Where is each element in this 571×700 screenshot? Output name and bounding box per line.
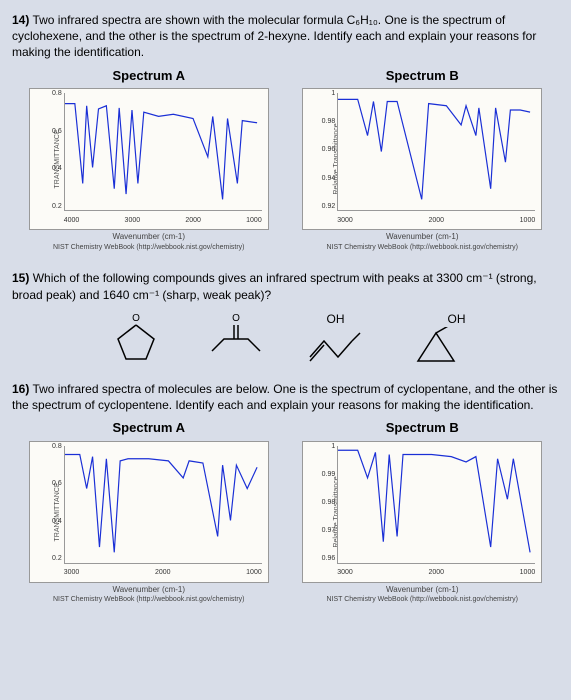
question-15: 15) Which of the following compounds giv… bbox=[12, 270, 559, 362]
y-ticks: 1 0.99 0.98 0.97 0.96 bbox=[317, 442, 335, 564]
molecule-row: O O OH OH bbox=[12, 311, 559, 363]
source: NIST Chemistry WebBook (http://webbook.n… bbox=[29, 243, 269, 252]
ytick: 0.6 bbox=[44, 127, 62, 136]
xtick: 1000 bbox=[520, 216, 536, 225]
ytick: 0.4 bbox=[44, 164, 62, 173]
q16-number: 16) bbox=[12, 382, 29, 396]
xtick: 3000 bbox=[64, 568, 80, 577]
ytick: 0.6 bbox=[44, 479, 62, 488]
xtick: 2000 bbox=[428, 568, 444, 577]
ytick: 0.96 bbox=[317, 554, 335, 563]
q16-spectrum-b: Spectrum B Relative Transmittance 1 0.99… bbox=[302, 419, 542, 605]
spec-box: TRANSMITTANCE 0.8 0.6 0.4 0.2 3000 2000 … bbox=[29, 441, 269, 583]
svg-text:O: O bbox=[132, 313, 140, 324]
xtick: 2000 bbox=[185, 216, 201, 225]
y-ticks: 0.8 0.6 0.4 0.2 bbox=[44, 89, 62, 211]
spec-box: TRANSMITTANCE 0.8 0.6 0.4 0.2 4000 3000 … bbox=[29, 88, 269, 230]
trace bbox=[338, 99, 530, 199]
q16-spectrum-a: Spectrum A TRANSMITTANCE 0.8 0.6 0.4 0.2… bbox=[29, 419, 269, 605]
ytick: 1 bbox=[317, 442, 335, 451]
ytick: 0.97 bbox=[317, 526, 335, 535]
xlabel: Wavenumber (cm-1) bbox=[29, 585, 269, 596]
ytick: 0.98 bbox=[317, 117, 335, 126]
xlabel: Wavenumber (cm-1) bbox=[29, 232, 269, 243]
question-14: 14) Two infrared spectra are shown with … bbox=[12, 12, 559, 252]
plot-area bbox=[64, 93, 262, 211]
source: NIST Chemistry WebBook (http://webbook.n… bbox=[302, 243, 542, 252]
q14-spectrum-b: Spectrum B Relative Transmittance 1 0.98… bbox=[302, 67, 542, 253]
xtick: 3000 bbox=[337, 216, 353, 225]
q15-text: Which of the following compounds gives a… bbox=[12, 271, 537, 301]
ytick: 0.96 bbox=[317, 145, 335, 154]
molecule-ketone: O bbox=[206, 311, 266, 363]
molecule-cyclopropanol: OH bbox=[406, 311, 466, 363]
q16-text: Two infrared spectra of molecules are be… bbox=[12, 382, 557, 412]
xtick: 2000 bbox=[155, 568, 171, 577]
x-ticks: 3000 2000 1000 bbox=[337, 568, 535, 577]
ytick: 0.99 bbox=[317, 470, 335, 479]
ytick: 0.94 bbox=[317, 174, 335, 183]
xtick: 2000 bbox=[428, 216, 444, 225]
spec-caption: Wavenumber (cm-1) NIST Chemistry WebBook… bbox=[302, 232, 542, 252]
xtick: 4000 bbox=[64, 216, 80, 225]
trace bbox=[65, 104, 257, 200]
q14-text: Two infrared spectra are shown with the … bbox=[12, 13, 536, 59]
spec-caption: Wavenumber (cm-1) NIST Chemistry WebBook… bbox=[302, 585, 542, 605]
xtick: 1000 bbox=[246, 568, 262, 577]
ytick: 0.92 bbox=[317, 202, 335, 211]
x-ticks: 4000 3000 2000 1000 bbox=[64, 216, 262, 225]
question-16: 16) Two infrared spectra of molecules ar… bbox=[12, 381, 559, 605]
q15-number: 15) bbox=[12, 271, 29, 285]
spec-box: Relative Transmittance 1 0.99 0.98 0.97 … bbox=[302, 441, 542, 583]
spec-title: Spectrum B bbox=[302, 419, 542, 437]
ytick: 0.4 bbox=[44, 517, 62, 526]
q14-spectra-row: Spectrum A TRANSMITTANCE 0.8 0.6 0.4 0.2… bbox=[12, 67, 559, 253]
ytick: 0.2 bbox=[44, 202, 62, 211]
q14-number: 14) bbox=[12, 13, 29, 27]
oh-label: OH bbox=[406, 311, 466, 327]
plot-area bbox=[337, 93, 535, 211]
xtick: 1000 bbox=[246, 216, 262, 225]
ytick: 0.2 bbox=[44, 554, 62, 563]
q16-spectra-row: Spectrum A TRANSMITTANCE 0.8 0.6 0.4 0.2… bbox=[12, 419, 559, 605]
ytick: 1 bbox=[317, 89, 335, 98]
svg-text:O: O bbox=[232, 313, 240, 324]
molecule-allyl-alcohol: OH bbox=[306, 311, 366, 363]
y-ticks: 1 0.98 0.96 0.94 0.92 bbox=[317, 89, 335, 211]
xlabel: Wavenumber (cm-1) bbox=[302, 232, 542, 243]
spec-box: Relative Transmittance 1 0.98 0.96 0.94 … bbox=[302, 88, 542, 230]
plot-area bbox=[64, 446, 262, 564]
spec-caption: Wavenumber (cm-1) NIST Chemistry WebBook… bbox=[29, 232, 269, 252]
plot-area bbox=[337, 446, 535, 564]
x-ticks: 3000 2000 1000 bbox=[64, 568, 262, 577]
xtick: 1000 bbox=[520, 568, 536, 577]
source: NIST Chemistry WebBook (http://webbook.n… bbox=[29, 595, 269, 604]
ytick: 0.98 bbox=[317, 498, 335, 507]
xtick: 3000 bbox=[337, 568, 353, 577]
molecule-oxolane: O bbox=[106, 311, 166, 363]
x-ticks: 3000 2000 1000 bbox=[337, 216, 535, 225]
q14-spectrum-a: Spectrum A TRANSMITTANCE 0.8 0.6 0.4 0.2… bbox=[29, 67, 269, 253]
spec-title: Spectrum A bbox=[29, 419, 269, 437]
xlabel: Wavenumber (cm-1) bbox=[302, 585, 542, 596]
y-ticks: 0.8 0.6 0.4 0.2 bbox=[44, 442, 62, 564]
ytick: 0.8 bbox=[44, 442, 62, 451]
spec-title: Spectrum B bbox=[302, 67, 542, 85]
trace bbox=[338, 450, 530, 552]
ytick: 0.8 bbox=[44, 89, 62, 98]
xtick: 3000 bbox=[125, 216, 141, 225]
source: NIST Chemistry WebBook (http://webbook.n… bbox=[302, 595, 542, 604]
trace bbox=[65, 454, 257, 552]
spec-title: Spectrum A bbox=[29, 67, 269, 85]
oh-label: OH bbox=[306, 311, 366, 327]
spec-caption: Wavenumber (cm-1) NIST Chemistry WebBook… bbox=[29, 585, 269, 605]
